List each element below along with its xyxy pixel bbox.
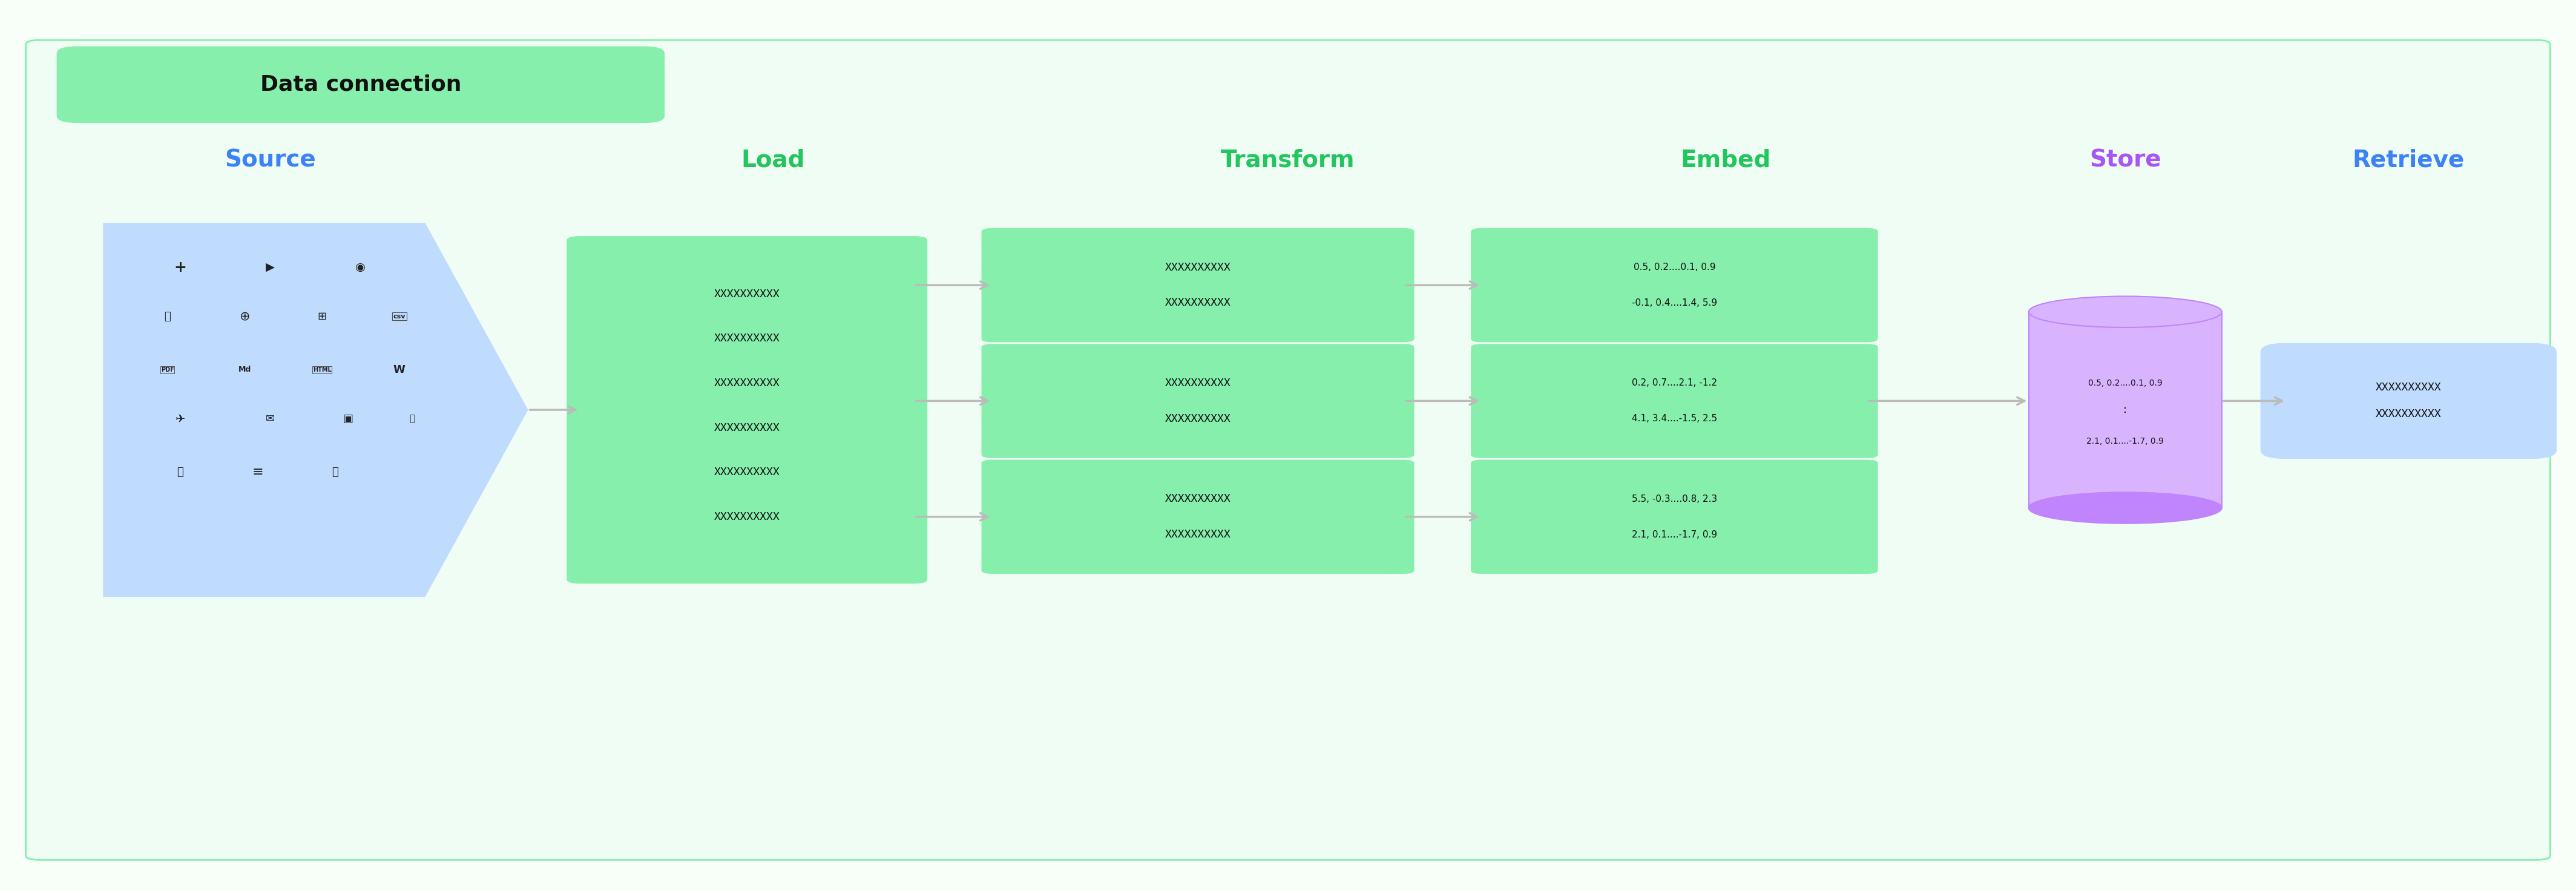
Text: ✉: ✉ — [265, 413, 276, 424]
Text: -0.1, 0.4....1.4, 5.9: -0.1, 0.4....1.4, 5.9 — [1631, 298, 1718, 307]
Text: :: : — [2123, 405, 2128, 415]
Text: Transform: Transform — [1221, 149, 1355, 172]
Text: XXXXXXXXXX: XXXXXXXXXX — [714, 289, 781, 299]
Text: Retrieve: Retrieve — [2352, 149, 2465, 172]
FancyBboxPatch shape — [57, 46, 665, 123]
FancyBboxPatch shape — [981, 228, 1414, 342]
Text: 📂: 📂 — [410, 414, 415, 423]
Text: 2.1, 0.1....-1.7, 0.9: 2.1, 0.1....-1.7, 0.9 — [1631, 530, 1718, 539]
Text: XXXXXXXXXX: XXXXXXXXXX — [1164, 262, 1231, 273]
FancyBboxPatch shape — [981, 344, 1414, 458]
Text: XXXXXXXXXX: XXXXXXXXXX — [1164, 378, 1231, 388]
Text: 0.2, 0.7....2.1, -1.2: 0.2, 0.7....2.1, -1.2 — [1631, 379, 1718, 388]
Text: 0.5, 0.2....0.1, 0.9: 0.5, 0.2....0.1, 0.9 — [2089, 379, 2161, 388]
Text: XXXXXXXXXX: XXXXXXXXXX — [1164, 494, 1231, 504]
Text: ⊕: ⊕ — [240, 310, 250, 323]
Text: Md: Md — [240, 366, 250, 373]
Text: csv: csv — [394, 314, 404, 319]
FancyBboxPatch shape — [1471, 228, 1878, 342]
Text: PDF: PDF — [160, 367, 175, 372]
Text: ≡: ≡ — [252, 466, 263, 478]
FancyBboxPatch shape — [981, 460, 1414, 574]
Text: Store: Store — [2089, 149, 2161, 172]
Text: 🗋: 🗋 — [165, 311, 170, 322]
Text: Source: Source — [224, 149, 317, 172]
Text: XXXXXXXXXX: XXXXXXXXXX — [714, 511, 781, 522]
Text: Embed: Embed — [1680, 149, 1772, 172]
FancyBboxPatch shape — [1471, 460, 1878, 574]
FancyBboxPatch shape — [567, 236, 927, 584]
Text: ⊞: ⊞ — [317, 311, 327, 322]
Text: W: W — [394, 364, 404, 375]
Bar — [2030, 312, 2221, 508]
Text: XXXXXXXXXX: XXXXXXXXXX — [1164, 298, 1231, 308]
FancyBboxPatch shape — [1471, 344, 1878, 458]
Text: ◉: ◉ — [355, 262, 366, 273]
Text: 0.5, 0.2....0.1, 0.9: 0.5, 0.2....0.1, 0.9 — [1633, 263, 1716, 272]
Text: 🗋: 🗋 — [178, 467, 183, 478]
FancyBboxPatch shape — [26, 40, 2550, 860]
Ellipse shape — [2030, 296, 2221, 327]
Text: XXXXXXXXXX: XXXXXXXXXX — [714, 422, 781, 433]
Text: ✈: ✈ — [175, 413, 185, 424]
Text: XXXXXXXXXX: XXXXXXXXXX — [2375, 409, 2442, 420]
Polygon shape — [103, 223, 528, 597]
Text: Load: Load — [742, 149, 804, 172]
Text: +: + — [175, 260, 185, 274]
Text: Data connection: Data connection — [260, 74, 461, 95]
Ellipse shape — [2030, 492, 2221, 523]
Text: XXXXXXXXXX: XXXXXXXXXX — [714, 378, 781, 388]
Text: 5.5, -0.3....0.8, 2.3: 5.5, -0.3....0.8, 2.3 — [1631, 495, 1718, 503]
Text: XXXXXXXXXX: XXXXXXXXXX — [714, 467, 781, 478]
Text: ▶: ▶ — [265, 262, 276, 273]
Text: XXXXXXXXXX: XXXXXXXXXX — [2375, 382, 2442, 393]
Text: 4.1, 3.4....-1.5, 2.5: 4.1, 3.4....-1.5, 2.5 — [1631, 414, 1718, 423]
Text: XXXXXXXXXX: XXXXXXXXXX — [714, 333, 781, 344]
Text: XXXXXXXXXX: XXXXXXXXXX — [1164, 413, 1231, 424]
FancyBboxPatch shape — [2262, 343, 2555, 459]
Text: ▣: ▣ — [343, 413, 353, 424]
Text: XXXXXXXXXX: XXXXXXXXXX — [1164, 529, 1231, 540]
Text: HTML: HTML — [312, 367, 332, 372]
Text: 🗋: 🗋 — [332, 467, 337, 478]
Text: 2.1, 0.1....-1.7, 0.9: 2.1, 0.1....-1.7, 0.9 — [2087, 437, 2164, 446]
